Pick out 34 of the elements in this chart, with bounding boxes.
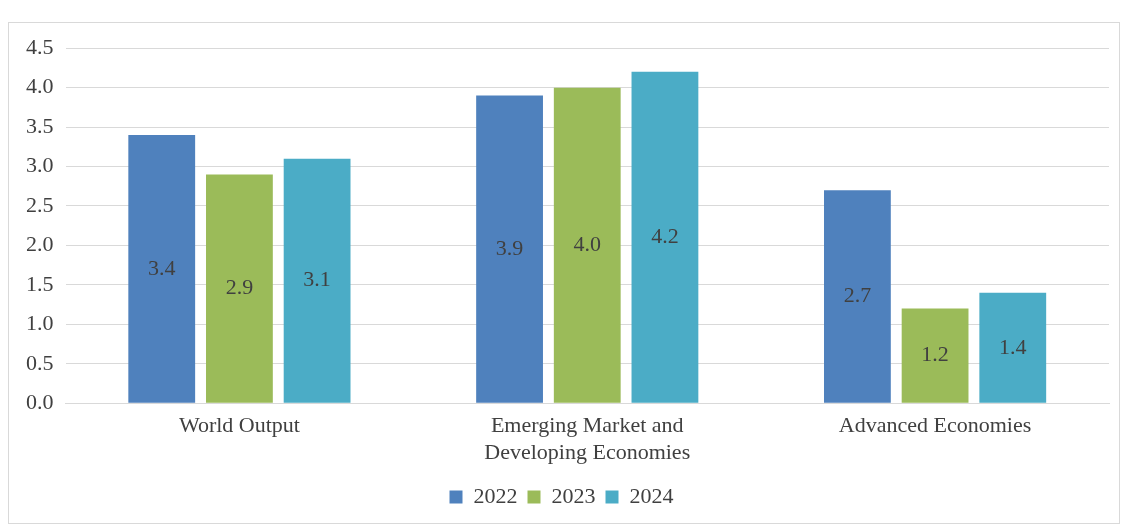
legend-label: 2022	[473, 482, 518, 508]
y-tick-label: 3.5	[26, 112, 54, 138]
bar	[128, 134, 196, 403]
bar	[631, 71, 699, 403]
y-tick-label: 2.5	[26, 191, 54, 217]
y-tick-label: 4.0	[26, 73, 54, 99]
x-tick-label: Advanced Economies	[838, 412, 1032, 438]
data-label: 4.2	[651, 223, 679, 249]
data-label: 3.4	[147, 254, 176, 280]
legend-label: 2024	[629, 482, 674, 508]
x-tick-label: Emerging Market and Developing Economies	[484, 412, 691, 464]
data-label: 1.4	[999, 333, 1027, 359]
legend-label: 2023	[551, 482, 596, 508]
data-label: 2.7	[843, 282, 872, 308]
bar	[901, 308, 969, 403]
bar	[283, 158, 351, 403]
y-tick-label: 1.0	[26, 310, 54, 336]
x-tick-label: World Output	[178, 412, 300, 438]
data-label: 4.0	[573, 230, 601, 256]
data-label: 1.2	[921, 341, 949, 367]
y-tick-label: 3.0	[26, 152, 54, 178]
y-tick-label: 4.5	[26, 33, 54, 59]
bar	[979, 292, 1047, 403]
bar	[476, 95, 543, 403]
data-label: 2.9	[225, 274, 254, 300]
y-tick-label: 2.0	[26, 231, 54, 257]
data-label: 3.1	[303, 266, 331, 292]
bar	[824, 190, 891, 403]
bar	[206, 174, 273, 403]
data-label: 3.9	[495, 234, 524, 260]
bar	[553, 87, 621, 403]
y-tick-label: 0.0	[26, 388, 54, 414]
y-tick-label: 1.5	[26, 270, 54, 296]
y-tick-label: 0.5	[26, 349, 54, 375]
